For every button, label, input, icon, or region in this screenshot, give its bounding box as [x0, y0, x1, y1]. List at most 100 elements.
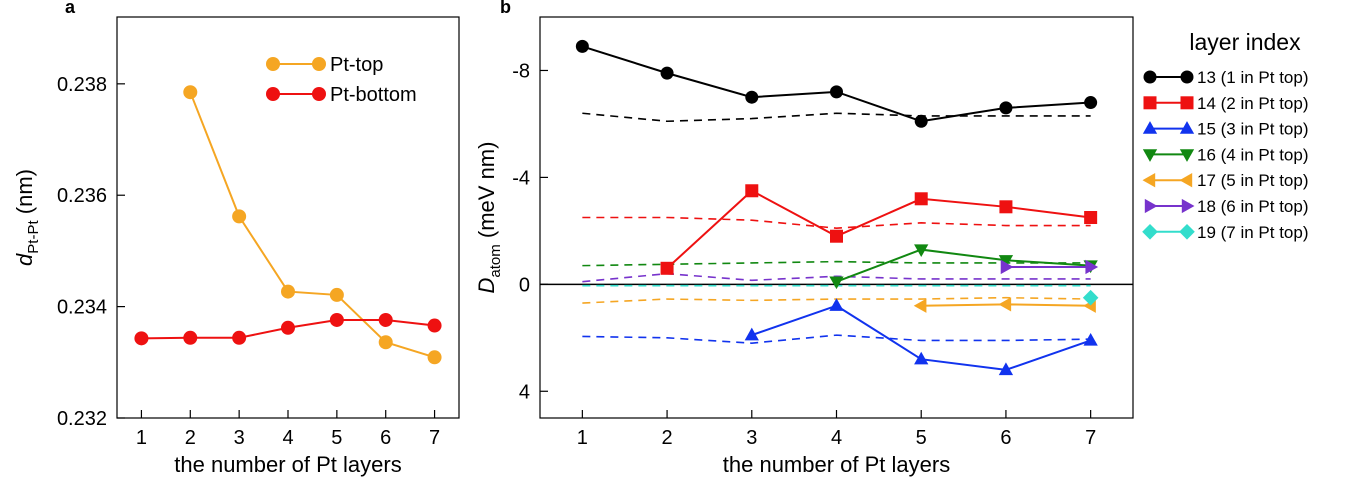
- x-axis-label: the number of Pt layers: [174, 452, 401, 477]
- y-tick-label: 0.232: [57, 408, 107, 430]
- data-point: [378, 312, 393, 327]
- series-layer-17: [913, 297, 1096, 313]
- y-axis-label-unit: (nm): [12, 169, 37, 220]
- legend-marker: [1180, 96, 1194, 110]
- y-axis-label: Datom (meV nm): [474, 142, 504, 294]
- series-layer-13: [575, 39, 1098, 128]
- legend-marker: [1142, 121, 1158, 134]
- legend-marker: [1181, 198, 1195, 214]
- legend-label: 14 (2 in Pt top): [1197, 94, 1309, 113]
- data-point: [378, 335, 393, 350]
- data-point: [914, 244, 929, 258]
- series-layer-18: [1000, 259, 1099, 275]
- data-point: [281, 320, 295, 335]
- y-axis-label-subscript: atom: [487, 244, 504, 277]
- legend-label: Pt-bottom: [330, 84, 417, 106]
- data-point: [1084, 211, 1098, 224]
- y-tick-label: 0.234: [57, 297, 107, 319]
- data-point: [830, 85, 843, 99]
- x-tick-label: 2: [185, 427, 196, 449]
- y-axis-label-symbol: D: [474, 277, 499, 293]
- y-axis-label-symbol: d: [12, 253, 37, 266]
- data-point: [829, 298, 844, 311]
- legend-marker: [1143, 96, 1157, 110]
- legend-marker: [312, 87, 326, 101]
- series-line: [582, 45, 1091, 123]
- y-tick-label: -4: [512, 167, 530, 189]
- y-axis-label: dPt-Pt (nm): [12, 169, 42, 266]
- data-point: [183, 85, 198, 100]
- legend-label: 18 (6 in Pt top): [1197, 197, 1309, 216]
- legend-label: 16 (4 in Pt top): [1197, 145, 1309, 164]
- data-point: [1084, 96, 1098, 110]
- data-point: [427, 350, 442, 365]
- x-tick-label: 3: [746, 427, 757, 449]
- data-point: [998, 297, 1012, 312]
- x-tick-label: 7: [1085, 427, 1096, 449]
- data-point: [329, 312, 344, 327]
- y-tick-label: 4: [519, 381, 530, 403]
- legend-marker: [1179, 121, 1195, 134]
- data-point: [1082, 289, 1099, 306]
- x-tick-label: 7: [429, 427, 440, 449]
- x-tick-label: 1: [577, 427, 588, 449]
- series-layer-15: [744, 298, 1098, 376]
- plot-frame: [116, 16, 460, 419]
- legend-marker: [1142, 173, 1156, 188]
- panel-b: 1 2 3 4 5 6 7 4 0 -4 -8 the number of Pt layers Dato…: [474, 0, 1309, 477]
- legend-marker: [266, 57, 280, 71]
- data-point: [998, 255, 1014, 268]
- x-tick-label: 3: [234, 427, 245, 449]
- legend-marker: [1142, 149, 1158, 162]
- data-point: [134, 331, 149, 346]
- legend-label: 19 (7 in Pt top): [1197, 223, 1309, 242]
- data-point: [329, 287, 344, 302]
- data-point: [427, 318, 442, 333]
- x-tick-label: 2: [662, 427, 673, 449]
- data-point: [999, 101, 1013, 115]
- series-line: [666, 189, 1091, 270]
- reference-dashed-line: [582, 260, 1091, 267]
- data-point: [232, 330, 247, 345]
- panel-letter: a: [65, 0, 76, 17]
- x-tick-label: 5: [331, 427, 342, 449]
- y-tick-label: -8: [512, 60, 530, 82]
- series-pt-top: [183, 85, 442, 365]
- data-point: [999, 200, 1013, 214]
- data-point: [660, 261, 674, 275]
- series-pt-bottom: [134, 312, 442, 346]
- x-tick-label: 6: [1000, 427, 1011, 449]
- data-point: [281, 284, 295, 299]
- data-point: [913, 298, 927, 313]
- legend-marker: [1142, 224, 1158, 240]
- x-tick-label: 4: [282, 427, 293, 449]
- data-point: [914, 114, 928, 128]
- legend: layer index 13 (1 in Pt top) 14 (2 in Pt t…: [1142, 29, 1309, 242]
- data-point: [183, 330, 198, 345]
- y-tick-label: 0.236: [57, 185, 107, 207]
- reference-dashed-line: [582, 112, 1091, 123]
- y-axis-label-unit: (meV nm): [474, 142, 499, 245]
- x-tick-label: 6: [380, 427, 391, 449]
- data-point: [1083, 332, 1098, 346]
- data-point: [660, 66, 674, 80]
- data-point: [232, 209, 247, 224]
- data-point: [744, 327, 759, 341]
- y-tick-label: 0.238: [57, 74, 107, 96]
- legend-marker: [312, 57, 326, 71]
- legend-marker: [1180, 70, 1194, 84]
- legend-marker: [1179, 149, 1195, 162]
- legend-label: Pt-top: [330, 54, 383, 76]
- legend-label: 15 (3 in Pt top): [1197, 120, 1309, 139]
- data-point: [914, 192, 928, 206]
- series-layer-16: [829, 244, 1098, 290]
- legend-label: 17 (5 in Pt top): [1197, 171, 1309, 190]
- legend-marker: [1179, 173, 1193, 188]
- y-axis-label-subscript: Pt-Pt: [25, 220, 42, 254]
- x-tick-label: 4: [831, 427, 842, 449]
- data-point: [575, 39, 589, 53]
- panel-letter: b: [500, 0, 511, 17]
- data-point: [745, 90, 759, 104]
- series-layer-14: [660, 184, 1098, 275]
